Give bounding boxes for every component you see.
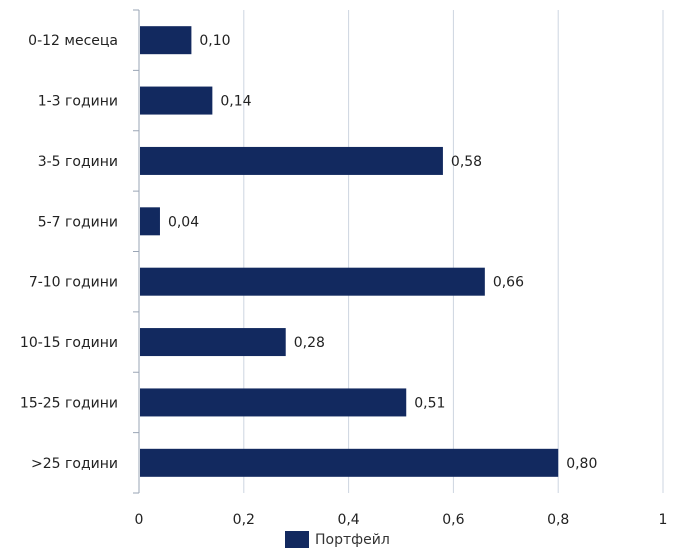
category-label: 10-15 години — [20, 335, 118, 351]
bar — [140, 388, 407, 417]
gridlines — [243, 10, 664, 493]
bar — [140, 267, 485, 296]
data-label: 0,04 — [168, 214, 199, 230]
data-label: 0,28 — [294, 335, 325, 351]
bars — [140, 26, 559, 477]
category-label: 1-3 години — [38, 94, 118, 110]
x-tick-label: 0,8 — [547, 512, 569, 528]
data-label: 0,10 — [199, 33, 230, 49]
bar — [140, 26, 192, 55]
x-tick-label: 0 — [135, 512, 144, 528]
axes — [133, 9, 140, 494]
legend-label: Портфейл — [315, 531, 390, 548]
bar — [140, 86, 213, 115]
data-labels: 0,10 0,14 0,58 0,04 0,66 0,28 0,51 0,80 — [168, 33, 597, 472]
legend: Портфейл — [285, 531, 390, 548]
bar — [140, 207, 160, 236]
data-label: 0,58 — [451, 154, 482, 170]
x-tick-labels: 0 0,2 0,4 0,6 0,8 1 — [135, 512, 668, 528]
category-labels: 0-12 месеца 1-3 години 3-5 години 5-7 годин… — [20, 33, 118, 472]
x-tick-label: 0,4 — [337, 512, 359, 528]
category-label: 0-12 месеца — [28, 33, 118, 49]
bar — [140, 448, 559, 477]
category-label: 7-10 години — [29, 275, 118, 291]
data-label: 0,51 — [414, 395, 445, 411]
x-tick-label: 0,2 — [233, 512, 255, 528]
data-label: 0,80 — [566, 456, 597, 472]
category-label: 3-5 години — [38, 154, 118, 170]
category-label: >25 години — [31, 456, 118, 472]
bar — [140, 146, 443, 175]
legend-swatch — [285, 531, 309, 548]
bar — [140, 328, 286, 357]
category-label: 5-7 години — [38, 214, 118, 230]
data-label: 0,14 — [220, 94, 251, 110]
x-tick-label: 1 — [659, 512, 668, 528]
category-label: 15-25 години — [20, 395, 118, 411]
x-tick-label: 0,6 — [442, 512, 464, 528]
data-label: 0,66 — [493, 275, 524, 291]
